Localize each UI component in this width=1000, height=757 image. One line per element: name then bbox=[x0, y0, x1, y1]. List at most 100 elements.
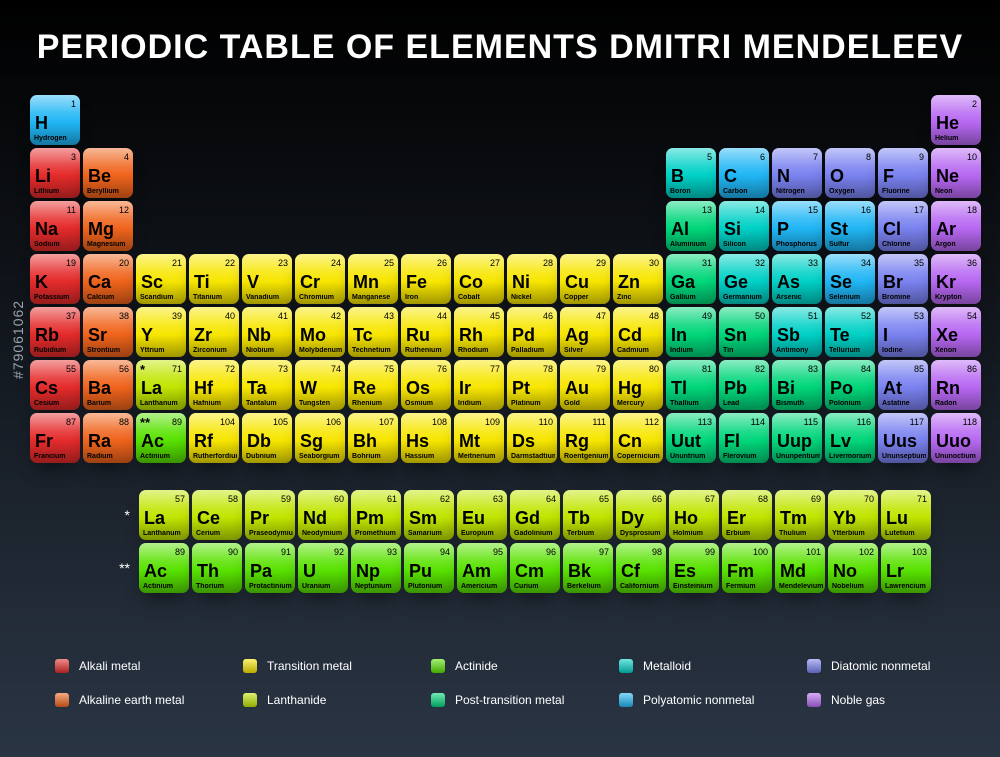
element-symbol: Nb bbox=[247, 325, 271, 346]
element-symbol: Y bbox=[141, 325, 153, 346]
atomic-number: 117 bbox=[910, 417, 924, 427]
atomic-number: 44 bbox=[437, 311, 447, 321]
element-cell-la: 71LaLanthanum* bbox=[136, 360, 186, 410]
element-cell-ga: 31GaGallium bbox=[666, 254, 716, 304]
atomic-number: 3 bbox=[71, 152, 76, 162]
element-symbol: Nd bbox=[303, 508, 327, 529]
element-name: Carbon bbox=[723, 188, 767, 195]
legend-label: Transition metal bbox=[267, 659, 352, 673]
atomic-number: 37 bbox=[66, 311, 76, 321]
element-cell-np: 93NpNeptunium bbox=[351, 543, 401, 593]
element-symbol: Po bbox=[830, 378, 853, 399]
element-symbol: Hs bbox=[406, 431, 429, 452]
element-symbol: No bbox=[833, 561, 857, 582]
element-symbol: La bbox=[144, 508, 165, 529]
atomic-number: 108 bbox=[432, 417, 447, 427]
element-cell-mt: 109MtMeitnerium bbox=[454, 413, 504, 463]
legend-item-noble: Noble gas bbox=[807, 688, 987, 712]
element-name: Lawrencium bbox=[885, 583, 929, 590]
element-cell-ir: 77IrIridium bbox=[454, 360, 504, 410]
element-name: Uranium bbox=[302, 583, 346, 590]
atomic-number: 72 bbox=[225, 364, 235, 374]
atomic-number: 9 bbox=[919, 152, 924, 162]
actinide-marker: ** bbox=[106, 543, 136, 593]
element-name: Rutherfordium bbox=[193, 453, 237, 460]
element-name: Polonium bbox=[829, 400, 873, 407]
element-symbol: Ce bbox=[197, 508, 220, 529]
element-cell-es: 99EsEinsteinium bbox=[669, 543, 719, 593]
legend-label: Diatomic nonmetal bbox=[831, 659, 930, 673]
legend-item-lanthanide: Lanthanide bbox=[243, 688, 423, 712]
element-cell-ds: 110DsDarmstadtium bbox=[507, 413, 557, 463]
element-symbol: Na bbox=[35, 219, 58, 240]
element-name: Promethium bbox=[355, 530, 399, 537]
element-name: Antimony bbox=[776, 347, 820, 354]
lanthanide-marker: * bbox=[106, 490, 136, 540]
element-cell-er: 68ErErbium bbox=[722, 490, 772, 540]
atomic-number: 111 bbox=[592, 417, 606, 427]
legend-item-polyatomic: Polyatomic nonmetal bbox=[619, 688, 799, 712]
element-cell-gd: 64GdGadolinium bbox=[510, 490, 560, 540]
element-name: Berkelium bbox=[567, 583, 611, 590]
element-cell-n: 7NNitrogen bbox=[772, 148, 822, 198]
atomic-number: 39 bbox=[172, 311, 182, 321]
atomic-number: 49 bbox=[702, 311, 712, 321]
element-symbol: Pb bbox=[724, 378, 747, 399]
atomic-number: 93 bbox=[387, 547, 397, 557]
atomic-number: 116 bbox=[857, 417, 871, 427]
element-name: Calcium bbox=[87, 294, 131, 301]
atomic-number: 60 bbox=[334, 494, 344, 504]
element-name: Livermorium bbox=[829, 453, 873, 460]
page-title: PERIODIC TABLE OF ELEMENTS DMITRI MENDEL… bbox=[0, 28, 1000, 67]
legend-label: Alkaline earth metal bbox=[79, 693, 184, 707]
atomic-number: 52 bbox=[861, 311, 871, 321]
element-name: Scandium bbox=[140, 294, 184, 301]
element-name: Sodium bbox=[34, 241, 78, 248]
atomic-number: 19 bbox=[66, 258, 76, 268]
element-symbol: Rb bbox=[35, 325, 59, 346]
atomic-number: 48 bbox=[649, 311, 659, 321]
element-name: Californium bbox=[620, 583, 664, 590]
element-name: Ununseptium bbox=[882, 453, 926, 460]
element-cell-f: 9FFluorine bbox=[878, 148, 928, 198]
element-cell-th: 90ThThorium bbox=[192, 543, 242, 593]
atomic-number: 109 bbox=[485, 417, 500, 427]
element-cell-hg: 80HgMercury bbox=[613, 360, 663, 410]
atomic-number: 104 bbox=[220, 417, 235, 427]
atomic-number: 34 bbox=[861, 258, 871, 268]
element-name: Praseodymium bbox=[249, 530, 293, 537]
element-cell-rf: 104RfRutherfordium bbox=[189, 413, 239, 463]
element-symbol: N bbox=[777, 166, 790, 187]
element-name: Niobium bbox=[246, 347, 290, 354]
element-symbol: Cl bbox=[883, 219, 901, 240]
element-cell-sb: 51SbAntimony bbox=[772, 307, 822, 357]
atomic-number: 36 bbox=[967, 258, 977, 268]
element-symbol: Mo bbox=[300, 325, 326, 346]
element-name: Dubnium bbox=[246, 453, 290, 460]
element-cell-ba: 56BaBarium bbox=[83, 360, 133, 410]
element-name: Thallium bbox=[670, 400, 714, 407]
atomic-number: 56 bbox=[119, 364, 129, 374]
atomic-number: 11 bbox=[67, 205, 76, 215]
element-symbol: Os bbox=[406, 378, 430, 399]
atomic-number: 57 bbox=[175, 494, 185, 504]
element-symbol: Hf bbox=[194, 378, 213, 399]
atomic-number: 41 bbox=[278, 311, 288, 321]
atomic-number: 114 bbox=[751, 417, 765, 427]
element-cell-hs: 108HsHassium bbox=[401, 413, 451, 463]
element-cell-ne: 10NeNeon bbox=[931, 148, 981, 198]
element-cell-pr: 59PrPraseodymium bbox=[245, 490, 295, 540]
element-cell-pb: 82PbLead bbox=[719, 360, 769, 410]
element-name: Lanthanum bbox=[143, 530, 187, 537]
atomic-number: 68 bbox=[758, 494, 768, 504]
atomic-number: 99 bbox=[705, 547, 715, 557]
element-name: Flerovium bbox=[723, 453, 767, 460]
atomic-number: 94 bbox=[440, 547, 450, 557]
atomic-number: 79 bbox=[596, 364, 606, 374]
element-symbol: Li bbox=[35, 166, 51, 187]
element-cell-cd: 48CdCadmium bbox=[613, 307, 663, 357]
element-name: Seaborgium bbox=[299, 453, 343, 460]
element-symbol: Am bbox=[462, 561, 491, 582]
element-symbol: Pd bbox=[512, 325, 535, 346]
element-name: Ununtrium bbox=[670, 453, 714, 460]
